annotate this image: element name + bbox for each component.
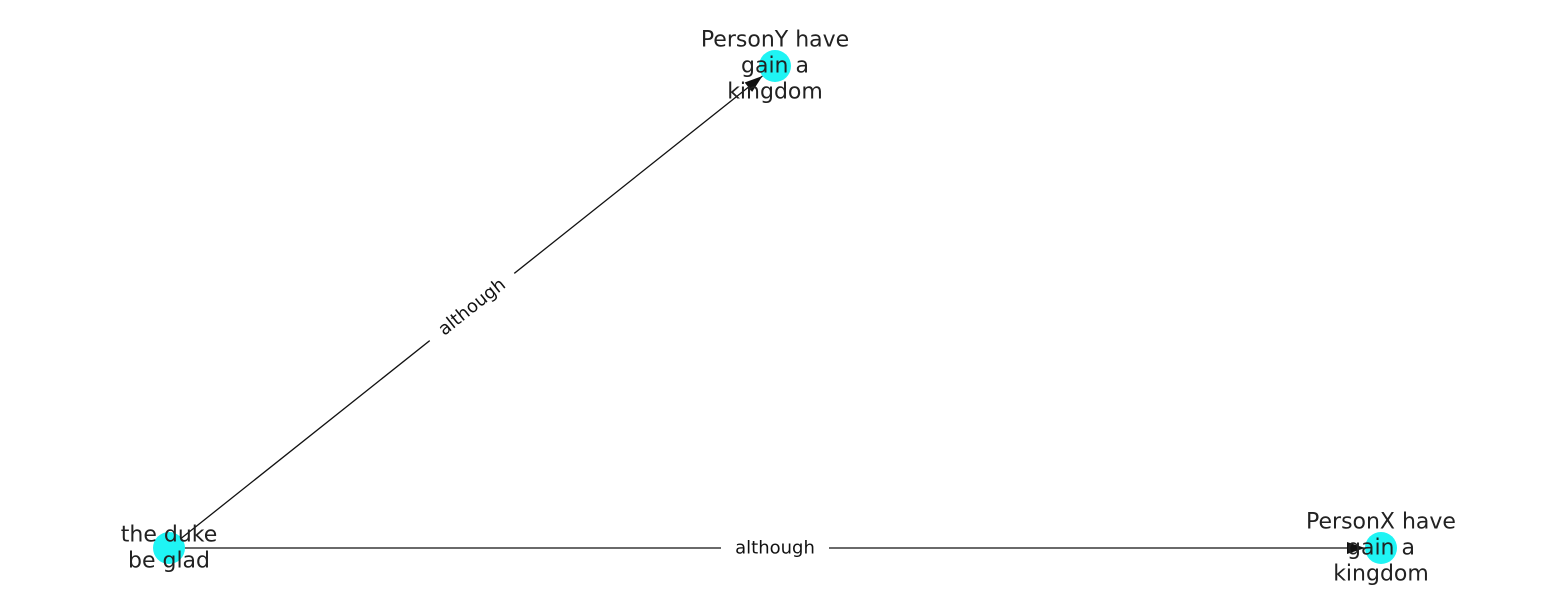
- arrow-head-icon: [744, 75, 763, 92]
- node-label-line: kingdom: [1333, 562, 1429, 587]
- node-label-line: be glad: [128, 549, 210, 574]
- edge-label-background: [421, 263, 523, 351]
- edge-label-group: although: [721, 535, 829, 561]
- edges-layer: although although: [168, 75, 1365, 561]
- edge-label: although: [434, 274, 509, 340]
- edge-label-group: although: [421, 263, 523, 351]
- edge-duke-personx: although: [169, 535, 1365, 561]
- node-label-line: PersonX have: [1306, 510, 1456, 535]
- node-label-line: the duke: [121, 523, 218, 548]
- edge-duke-persony: although: [168, 75, 763, 549]
- node-label-line: PersonY have: [701, 28, 849, 53]
- node-duke[interactable]: [153, 532, 185, 564]
- node-label-persony: PersonY have gain a kingdom: [701, 28, 849, 105]
- node-persony[interactable]: [759, 50, 791, 82]
- node-personx[interactable]: [1365, 532, 1397, 564]
- node-label-personx: PersonX have gain a kingdom: [1306, 510, 1456, 587]
- arrow-head-icon: [1347, 542, 1365, 554]
- edge-label: although: [735, 538, 815, 559]
- node-label-line: gain a: [741, 54, 809, 79]
- node-label-duke: the duke be glad: [121, 523, 218, 574]
- edge-label-background: [721, 535, 829, 561]
- node-label-line: kingdom: [727, 80, 823, 105]
- node-label-line: gain a: [1347, 536, 1415, 561]
- nodes-layer: [153, 50, 1397, 564]
